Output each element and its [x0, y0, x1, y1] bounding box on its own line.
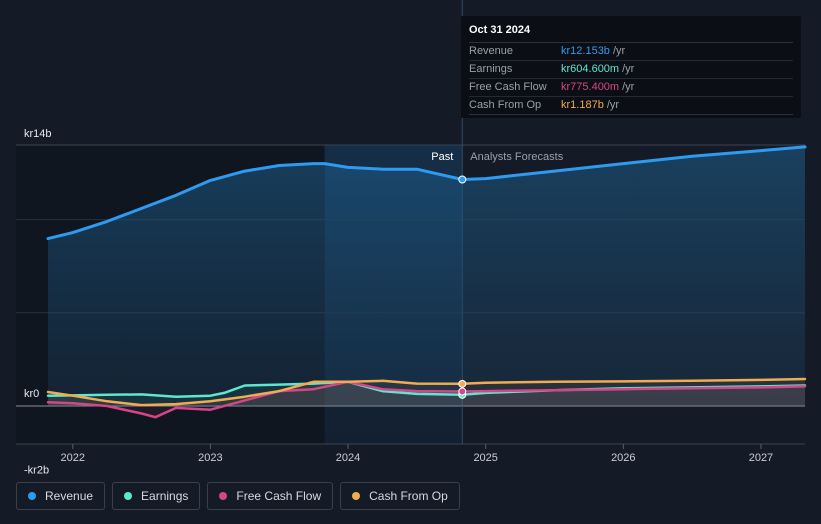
revenue-area [48, 146, 805, 406]
tooltip-unit: /yr [622, 81, 635, 93]
tooltip-label: Cash From Op [469, 99, 542, 111]
tooltip-label: Revenue [469, 45, 514, 57]
tooltip-unit: /yr [622, 63, 635, 75]
revenue-line [46, 145, 807, 241]
tooltip-value: kr1.187b [561, 99, 604, 111]
tooltip-date: Oct 31 2024 [469, 24, 793, 43]
past-label: Past [431, 151, 453, 163]
y-tick-label: kr14b [24, 128, 52, 140]
tooltip-value: kr775.400m [561, 81, 620, 93]
legend: Revenue Earnings Free Cash Flow Cash Fro… [16, 482, 460, 510]
x-tick-label: 2023 [198, 452, 222, 464]
legend-free-cash-flow-toggle[interactable]: Free Cash Flow [207, 482, 334, 510]
cash-from-op-line [46, 377, 807, 407]
cash-from-op-marker [458, 379, 467, 388]
earnings-area [48, 381, 805, 406]
chart: kr14b kr0 -kr2b 2022 2023 2024 2025 2026 2027 Pas… [16, 0, 807, 476]
y-tick-label: -kr2b [24, 464, 49, 476]
tooltip-label: Free Cash Flow [469, 81, 547, 93]
tooltip-unit: /yr [606, 99, 620, 111]
tooltip-value: kr12.153b [561, 45, 610, 57]
tooltip-value: kr604.600m [561, 63, 620, 75]
legend-cash-from-op-toggle[interactable]: Cash From Op [340, 482, 460, 510]
tooltip-unit: /yr [612, 45, 626, 57]
legend-label: Cash From Op [369, 489, 448, 503]
legend-revenue-toggle[interactable]: Revenue [16, 482, 106, 510]
tooltip-row-cash-from-op: Cash From Op kr1.187b /yr [469, 97, 793, 115]
hover-tooltip: Oct 31 2024 Revenue kr12.153b /yr Earnin… [461, 16, 801, 118]
x-tick-label: 2026 [611, 452, 635, 464]
x-tick-label: 2024 [336, 452, 360, 464]
x-tick-label: 2022 [61, 452, 85, 464]
earnings-dot-icon [124, 492, 133, 500]
cash-from-op-area [48, 379, 805, 406]
tooltip-label: Earnings [469, 63, 513, 75]
x-tick-label: 2025 [473, 452, 497, 464]
free-cash-flow-line [46, 380, 807, 419]
legend-label: Revenue [45, 489, 94, 503]
legend-label: Free Cash Flow [236, 489, 322, 503]
free-cash-flow-dot-icon [219, 492, 228, 500]
x-tick-label: 2027 [749, 452, 773, 464]
forecast-label: Analysts Forecasts [470, 151, 563, 163]
tooltip-row-free-cash-flow: Free Cash Flow kr775.400m /yr [469, 79, 793, 97]
revenue-marker [458, 175, 467, 184]
free-cash-flow-marker [458, 387, 467, 396]
legend-label: Earnings [141, 489, 189, 503]
legend-earnings-toggle[interactable]: Earnings [112, 482, 201, 510]
revenue-dot-icon [28, 492, 36, 500]
free-cash-flow-area [48, 381, 805, 418]
tooltip-row-earnings: Earnings kr604.600m /yr [469, 61, 793, 79]
cash-from-op-dot-icon [352, 492, 361, 500]
y-tick-label: kr0 [24, 388, 39, 400]
tooltip-row-revenue: Revenue kr12.153b /yr [469, 43, 793, 61]
